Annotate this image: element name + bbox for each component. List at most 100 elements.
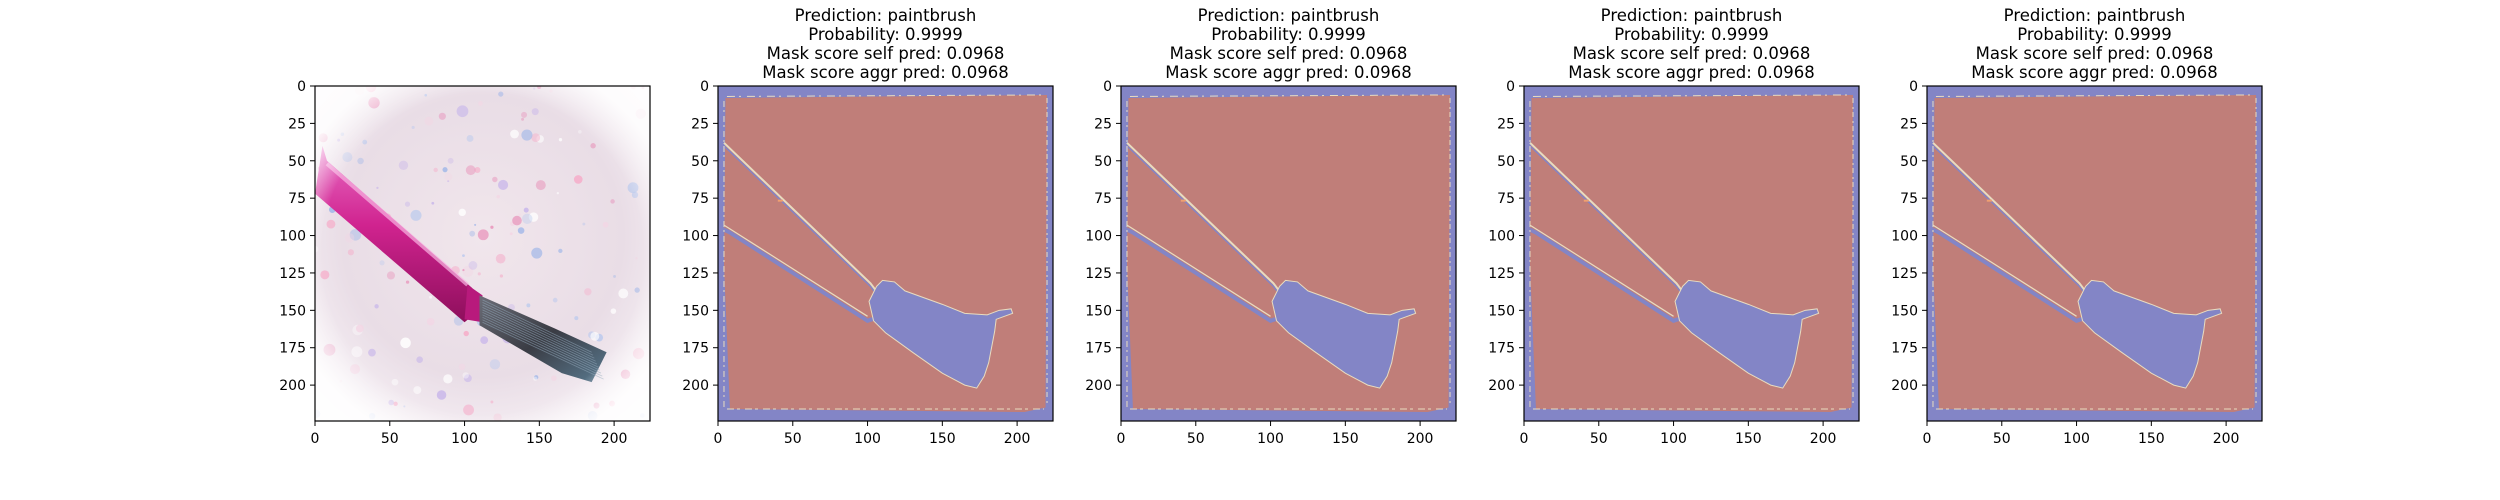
mask-speck — [1180, 199, 1186, 202]
x-tick-label: 200 — [1407, 431, 1434, 447]
y-tick-label: 150 — [1085, 303, 1112, 319]
x-tick-label: 100 — [854, 431, 881, 447]
y-tick-label: 200 — [279, 378, 306, 394]
y-tick-label: 50 — [1094, 154, 1112, 170]
y-tick-label: 125 — [1085, 266, 1112, 282]
bristle-region — [1271, 279, 1417, 389]
y-tick-label: 175 — [279, 341, 306, 357]
panel-title-line: Mask score aggr pred: 0.0968 — [1568, 63, 1814, 82]
bristle-region — [868, 279, 1014, 389]
panel-title-line: Mask score self pred: 0.0968 — [1170, 44, 1408, 63]
y-tick-label: 150 — [279, 303, 306, 319]
y-tick-label: 100 — [682, 229, 709, 245]
panel-title-line: Mask score aggr pred: 0.0968 — [1971, 63, 2217, 82]
x-tick-label: 150 — [2138, 431, 2165, 447]
mask-speck — [1986, 199, 1992, 202]
mask-speck — [777, 199, 783, 202]
mask-region — [723, 94, 1048, 413]
panel-title-line: Probability: 0.9999 — [2017, 25, 2172, 44]
mask-region — [1932, 94, 2257, 413]
x-tick-label: 50 — [1187, 431, 1205, 447]
x-tick-label: 100 — [2063, 431, 2090, 447]
y-tick-label: 0 — [297, 79, 306, 95]
y-tick-label: 200 — [1891, 378, 1918, 394]
photo-vignette — [315, 86, 650, 421]
y-tick-label: 100 — [1085, 229, 1112, 245]
panel-3: 0 50 100 150 200 0 25 50 75 100 125 150 175 200 Predic… — [1085, 6, 1457, 447]
y-tick-label: 100 — [1891, 229, 1918, 245]
panel-title-line: Mask score aggr pred: 0.0968 — [762, 63, 1008, 82]
y-tick-label: 175 — [1488, 341, 1515, 357]
y-tick-label: 125 — [682, 266, 709, 282]
panel-title-line: Probability: 0.9999 — [1614, 25, 1769, 44]
y-tick-label: 75 — [691, 191, 709, 207]
panel-title-line: Mask score self pred: 0.0968 — [1573, 44, 1811, 63]
handle-edge-lower — [723, 227, 878, 323]
panel-title-line: Prediction: paintbrush — [1198, 6, 1380, 25]
panel-4: 0 50 100 150 200 0 25 50 75 100 125 150 175 200 Predic… — [1488, 6, 1860, 447]
y-tick-label: 175 — [1085, 341, 1112, 357]
handle-edge-lower-light — [723, 224, 868, 317]
handle-edge-lower-light — [1932, 224, 2077, 317]
x-tick-label: 200 — [601, 431, 628, 447]
y-tick-label: 75 — [288, 191, 306, 207]
x-tick-label: 150 — [526, 431, 553, 447]
y-tick-label: 150 — [682, 303, 709, 319]
handle-edge-lower — [1126, 227, 1281, 323]
mask-speck — [1583, 199, 1589, 202]
axes-frame — [717, 85, 1054, 422]
y-tick-label: 200 — [682, 378, 709, 394]
border-edge-top — [726, 94, 1045, 97]
panel-1: 0 50 100 150 200 0 25 50 75 100 125 150 175 200 — [279, 79, 651, 447]
x-tick-label: 50 — [784, 431, 802, 447]
x-tick-label: 0 — [1520, 431, 1529, 447]
axes-frame — [1926, 85, 2263, 422]
border-edge-top — [1935, 94, 2254, 97]
y-tick-label: 0 — [1506, 79, 1515, 95]
bristle-region — [2077, 279, 2223, 389]
x-tick-label: 150 — [1332, 431, 1359, 447]
y-tick-label: 125 — [279, 266, 306, 282]
mask-overlay — [1927, 86, 2262, 421]
x-tick-label: 150 — [1735, 431, 1762, 447]
y-tick-label: 50 — [288, 154, 306, 170]
border-edge-top — [1129, 94, 1448, 97]
mask-overlay — [1524, 86, 1859, 421]
y-tick-label: 25 — [1900, 116, 1918, 132]
handle-edge-lower — [1932, 227, 2087, 323]
handle-edge-lower-light — [1126, 224, 1271, 317]
x-tick-label: 0 — [1117, 431, 1126, 447]
mask-region — [1529, 94, 1854, 413]
panel-5: 0 50 100 150 200 0 25 50 75 100 125 150 175 200 Predic… — [1891, 6, 2263, 447]
handle-edge-lower-light — [1529, 224, 1674, 317]
panel-title-line: Probability: 0.9999 — [808, 25, 963, 44]
panel-title-line: Mask score self pred: 0.0968 — [1976, 44, 2214, 63]
y-tick-label: 50 — [691, 154, 709, 170]
panel-title-line: Prediction: paintbrush — [2004, 6, 2186, 25]
y-tick-label: 75 — [1900, 191, 1918, 207]
x-tick-label: 50 — [1993, 431, 2011, 447]
x-tick-label: 50 — [1590, 431, 1608, 447]
panel-title-line: Probability: 0.9999 — [1211, 25, 1366, 44]
x-tick-label: 200 — [2213, 431, 2240, 447]
x-tick-label: 0 — [714, 431, 723, 447]
x-tick-label: 0 — [1923, 431, 1932, 447]
y-tick-label: 200 — [1488, 378, 1515, 394]
x-tick-label: 50 — [381, 431, 399, 447]
panel-title-line: Mask score self pred: 0.0968 — [767, 44, 1005, 63]
mask-region — [1126, 94, 1451, 413]
x-tick-label: 100 — [451, 431, 478, 447]
y-tick-label: 200 — [1085, 378, 1112, 394]
panel-title-line: Mask score aggr pred: 0.0968 — [1165, 63, 1411, 82]
y-tick-label: 25 — [691, 116, 709, 132]
y-tick-label: 125 — [1891, 266, 1918, 282]
border-edge-top — [1532, 94, 1851, 97]
x-tick-label: 150 — [929, 431, 956, 447]
y-tick-label: 25 — [1094, 116, 1112, 132]
y-tick-label: 0 — [700, 79, 709, 95]
y-tick-label: 150 — [1488, 303, 1515, 319]
mask-overlay — [1121, 86, 1456, 421]
panel-title-line: Prediction: paintbrush — [1601, 6, 1783, 25]
y-tick-label: 25 — [288, 116, 306, 132]
